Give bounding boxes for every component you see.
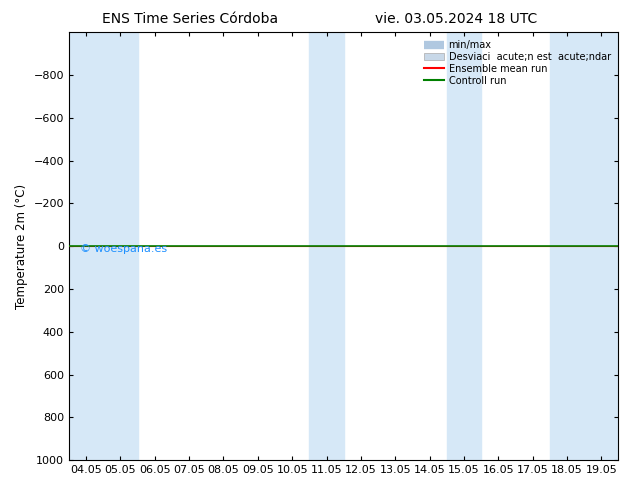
Bar — [69, 32, 138, 460]
Text: ENS Time Series Córdoba: ENS Time Series Córdoba — [102, 12, 278, 26]
Text: © woespana.es: © woespana.es — [80, 244, 167, 254]
Legend: min/max, Desviaci  acute;n est  acute;ndar, Ensemble mean run, Controll run: min/max, Desviaci acute;n est acute;ndar… — [422, 37, 614, 89]
Bar — [550, 32, 619, 460]
Bar — [447, 32, 481, 460]
Bar — [309, 32, 344, 460]
Y-axis label: Temperature 2m (°C): Temperature 2m (°C) — [15, 184, 28, 309]
Text: vie. 03.05.2024 18 UTC: vie. 03.05.2024 18 UTC — [375, 12, 538, 26]
